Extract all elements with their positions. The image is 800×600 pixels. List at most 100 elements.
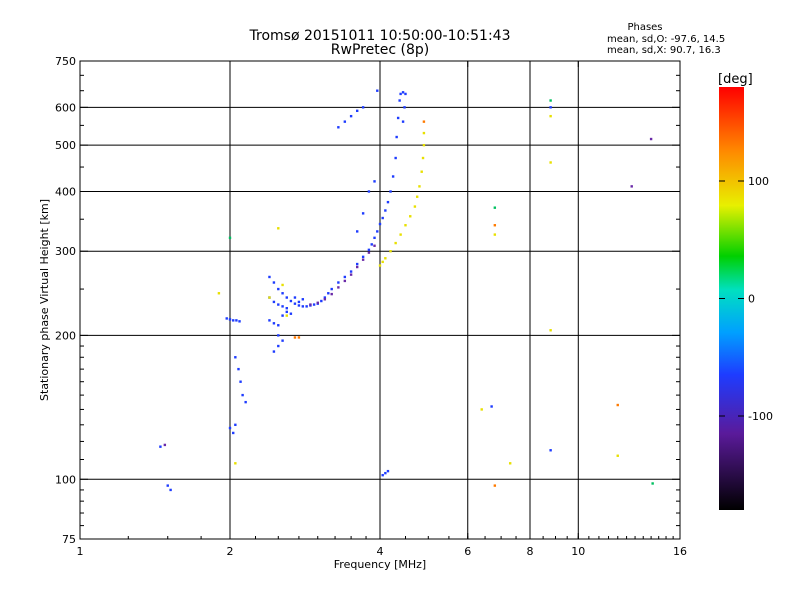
data-point	[297, 300, 301, 304]
data-point	[395, 135, 398, 139]
data-point	[232, 431, 235, 435]
data-point	[237, 367, 240, 371]
x-tick-label: 6	[464, 545, 471, 558]
data-point	[409, 215, 412, 218]
colorbar-tick-label: -100	[748, 410, 773, 423]
x-tick-label: 10	[571, 545, 585, 558]
data-point	[327, 292, 330, 295]
data-point	[277, 287, 280, 291]
data-point	[373, 244, 376, 247]
data-point	[268, 319, 271, 322]
data-point	[396, 116, 400, 120]
chart-title: Tromsø 20151011 10:50:00-10:51:43	[249, 28, 511, 44]
data-point	[630, 185, 633, 188]
data-point	[238, 320, 241, 323]
data-point	[349, 114, 353, 118]
y-tick-label: 500	[55, 139, 76, 152]
data-point	[330, 292, 333, 296]
data-point	[285, 314, 288, 317]
data-point	[323, 296, 327, 299]
data-point	[549, 99, 552, 102]
data-point	[549, 161, 552, 164]
x-tick-label: 16	[673, 545, 687, 558]
data-point	[493, 206, 497, 209]
data-point	[232, 319, 235, 322]
data-point	[421, 156, 425, 160]
data-point	[384, 257, 387, 260]
data-point	[234, 423, 237, 427]
data-point	[349, 273, 353, 276]
data-point	[349, 270, 353, 273]
data-point	[381, 216, 384, 220]
data-point	[480, 408, 483, 411]
data-point	[337, 281, 340, 284]
data-point	[225, 317, 228, 320]
data-point	[415, 195, 419, 198]
data-point	[381, 260, 384, 264]
data-point	[166, 484, 169, 487]
data-point	[301, 298, 305, 301]
y-axis-label: Stationary phase Virtual Height [km]	[38, 199, 51, 401]
data-point	[422, 120, 426, 123]
y-tick-label: 600	[55, 101, 76, 114]
data-point	[403, 106, 406, 109]
grid-lines	[80, 61, 680, 539]
data-point	[394, 156, 397, 160]
data-point	[241, 393, 244, 397]
data-point	[316, 301, 319, 304]
data-point	[343, 120, 347, 123]
colorbar-ticks: -100 0 100	[719, 175, 773, 423]
data-point	[361, 106, 365, 109]
data-point	[651, 482, 654, 485]
data-point	[381, 473, 384, 477]
data-point	[239, 380, 242, 383]
data-point	[413, 205, 417, 208]
data-point	[391, 175, 395, 178]
data-point	[277, 303, 280, 306]
data-point	[277, 227, 280, 230]
data-point	[394, 241, 397, 245]
data-point	[159, 445, 162, 448]
data-point	[508, 462, 512, 465]
y-tick-label: 300	[55, 245, 76, 258]
data-point	[301, 305, 305, 308]
data-point	[401, 91, 405, 94]
data-point	[272, 350, 276, 353]
data-point	[309, 303, 312, 306]
data-point	[323, 298, 327, 301]
data-point	[376, 89, 379, 92]
data-point	[281, 292, 284, 295]
chart-subtitle: RwPretec (8p)	[331, 42, 429, 58]
colorbar-label: [deg]	[718, 72, 753, 87]
data-point	[378, 264, 382, 267]
data-point	[361, 258, 365, 261]
y-tick-label: 750	[55, 55, 76, 68]
data-point	[293, 302, 297, 305]
data-point	[228, 318, 232, 321]
data-point	[399, 233, 402, 236]
phases-title: Phases	[627, 22, 662, 33]
data-point	[418, 185, 421, 188]
data-point	[355, 262, 359, 266]
data-point	[169, 488, 172, 492]
x-tick-label: 1	[77, 545, 84, 558]
data-point	[389, 190, 392, 193]
data-point	[337, 286, 340, 289]
y-tick-label: 100	[55, 473, 76, 486]
data-point	[549, 106, 552, 109]
data-point	[399, 92, 402, 96]
data-point	[370, 243, 373, 246]
data-point	[493, 484, 497, 487]
phases-mean-o: mean, sd,O: -97.6, 14.5	[607, 34, 725, 45]
data-point	[384, 209, 387, 212]
data-point	[420, 170, 423, 173]
data-point	[285, 306, 288, 310]
data-point	[277, 344, 280, 348]
data-point	[277, 334, 280, 337]
data-point	[281, 305, 284, 308]
data-point	[493, 224, 497, 227]
data-point	[404, 224, 407, 227]
data-point	[163, 443, 167, 447]
data-point	[272, 322, 276, 325]
data-point	[373, 236, 376, 240]
